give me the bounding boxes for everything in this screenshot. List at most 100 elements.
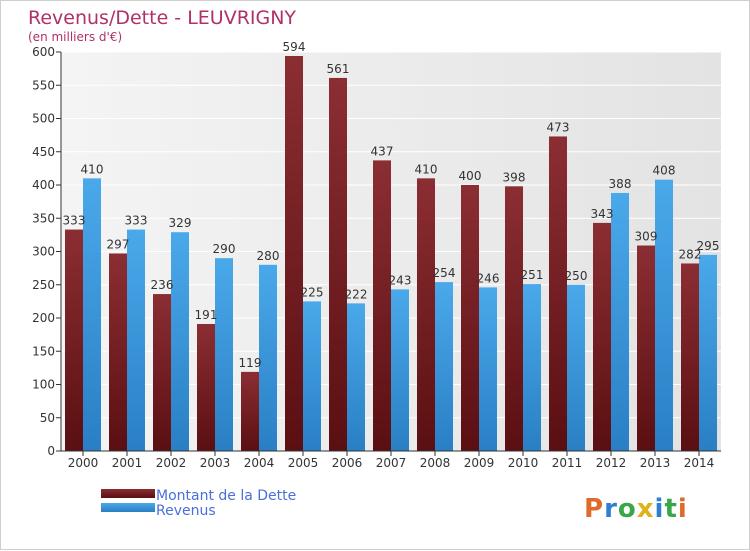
data-label-debt: 282 xyxy=(679,247,702,261)
legend-label-debt: Montant de la Dette xyxy=(156,488,296,504)
data-label-revenus: 290 xyxy=(213,242,236,256)
data-label-debt: 594 xyxy=(283,40,306,54)
bar-revenus xyxy=(611,192,629,452)
y-tick-label: 500 xyxy=(32,112,55,126)
bar-revenus xyxy=(259,264,277,451)
data-label-revenus: 250 xyxy=(565,269,588,283)
x-tick-label: 2004 xyxy=(244,456,275,470)
bar-debt xyxy=(417,178,435,451)
bar-revenus xyxy=(699,254,717,451)
data-label-debt: 561 xyxy=(327,62,350,76)
y-tick-label: 450 xyxy=(32,145,55,159)
data-label-revenus: 329 xyxy=(169,216,192,230)
y-tick-label: 200 xyxy=(32,311,55,325)
y-tick-label: 100 xyxy=(32,378,55,392)
data-label-debt: 191 xyxy=(195,308,218,322)
bar-revenus xyxy=(567,284,585,451)
logo-letter: i xyxy=(678,494,688,524)
logo-letter: x xyxy=(637,494,655,524)
axes: 0 50 100 150 200 250 300 350 400 450 500 550 600 2000… xyxy=(32,45,721,470)
bar-debt xyxy=(505,186,523,451)
bar-revenus xyxy=(127,229,145,451)
y-tick-label: 600 xyxy=(32,45,55,59)
x-tick-label: 2013 xyxy=(640,456,671,470)
bar-debt xyxy=(241,371,259,451)
bar-debt xyxy=(461,185,479,451)
bar-revenus xyxy=(479,287,497,451)
x-tick-label: 2014 xyxy=(684,456,715,470)
y-tick-label: 0 xyxy=(47,444,55,458)
data-label-revenus: 410 xyxy=(81,162,104,176)
proxiti-logo: Proxiti xyxy=(584,494,688,524)
y-tick-label: 50 xyxy=(40,411,55,425)
chart-subtitle: (en milliers d'€) xyxy=(28,30,122,44)
bar-revenus xyxy=(347,303,365,451)
data-label-revenus: 246 xyxy=(477,271,500,285)
data-label-revenus: 222 xyxy=(345,287,368,301)
y-tick-label: 400 xyxy=(32,178,55,192)
logo-letter: r xyxy=(604,494,618,524)
x-tick-label: 2008 xyxy=(420,456,451,470)
data-label-debt: 309 xyxy=(635,230,658,244)
logo-letter: o xyxy=(618,494,637,524)
data-label-debt: 437 xyxy=(371,144,394,158)
data-label-debt: 119 xyxy=(239,356,262,370)
x-tick-label: 2001 xyxy=(112,456,143,470)
legend: Montant de la Dette Revenus xyxy=(101,488,296,519)
legend-swatch-revenus xyxy=(101,503,155,512)
x-tick-label: 2003 xyxy=(200,456,231,470)
data-label-revenus: 408 xyxy=(653,164,676,178)
y-tick-label: 550 xyxy=(32,78,55,92)
x-tick-label: 2007 xyxy=(376,456,407,470)
data-label-debt: 398 xyxy=(503,170,526,184)
data-label-revenus: 254 xyxy=(433,266,456,280)
bar-debt xyxy=(109,253,127,451)
data-label-revenus: 243 xyxy=(389,273,412,287)
bar-debt xyxy=(65,229,83,451)
x-tick-label: 2012 xyxy=(596,456,627,470)
data-label-revenus: 225 xyxy=(301,285,324,299)
logo-letter: t xyxy=(664,494,677,524)
bar-debt xyxy=(329,77,347,451)
bar-revenus xyxy=(215,258,233,451)
bars xyxy=(65,55,717,452)
bar-debt xyxy=(153,294,171,451)
logo-letter: P xyxy=(584,494,604,524)
x-tick-label: 2005 xyxy=(288,456,319,470)
x-tick-label: 2000 xyxy=(68,456,99,470)
bar-revenus xyxy=(83,178,101,451)
legend-swatch-debt xyxy=(101,489,155,498)
data-label-debt: 473 xyxy=(547,120,570,134)
bar-debt xyxy=(373,160,391,451)
data-label-revenus: 280 xyxy=(257,249,280,263)
bar-revenus xyxy=(523,284,541,451)
data-label-debt: 297 xyxy=(107,237,130,251)
logo-letter: i xyxy=(655,494,665,524)
data-label-debt: 236 xyxy=(151,278,174,292)
bar-debt xyxy=(593,222,611,451)
data-label-debt: 410 xyxy=(415,162,438,176)
legend-label-revenus: Revenus xyxy=(156,503,216,519)
y-tick-label: 250 xyxy=(32,278,55,292)
data-label-debt: 333 xyxy=(63,214,86,228)
chart-title: Revenus/Dette - LEUVRIGNY xyxy=(28,7,296,29)
bar-debt xyxy=(637,245,655,451)
data-label-revenus: 388 xyxy=(609,177,632,191)
data-labels: 333 410 297 333 236 329 191 290 119 280 594 225 561 2… xyxy=(63,40,720,370)
bar-debt xyxy=(285,55,303,452)
data-label-debt: 400 xyxy=(459,169,482,183)
x-tick-label: 2009 xyxy=(464,456,495,470)
bar-revenus xyxy=(391,289,409,451)
bar-debt xyxy=(681,263,699,451)
x-tick-label: 2006 xyxy=(332,456,363,470)
bar-revenus xyxy=(171,232,189,451)
data-label-revenus: 295 xyxy=(697,239,720,253)
bar-revenus xyxy=(303,301,321,451)
bar-debt xyxy=(197,323,215,451)
data-label-revenus: 333 xyxy=(125,214,148,228)
y-tick-label: 300 xyxy=(32,245,55,259)
x-tick-label: 2002 xyxy=(156,456,187,470)
bar-debt xyxy=(549,136,567,451)
